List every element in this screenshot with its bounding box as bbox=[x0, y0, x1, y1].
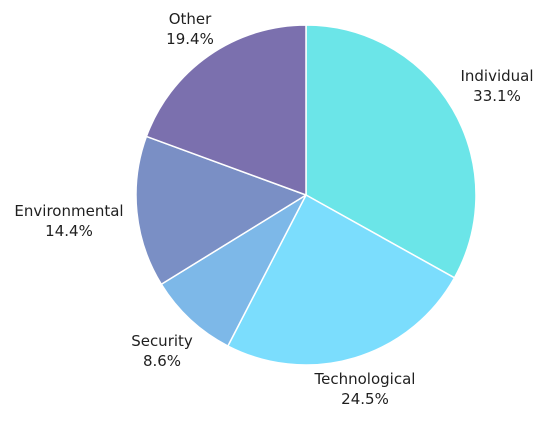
pie-slice-individual bbox=[305, 24, 477, 279]
slice-label-technological: Technological 24.5% bbox=[300, 369, 430, 409]
slice-percent-environmental: 14.4% bbox=[45, 222, 93, 240]
slice-label-individual: Individual 33.1% bbox=[447, 66, 547, 106]
slice-label-environmental: Environmental 14.4% bbox=[6, 201, 132, 241]
slice-label-security: Security 8.6% bbox=[122, 331, 202, 371]
slice-name-security: Security bbox=[131, 332, 193, 350]
pie-slice-other bbox=[145, 24, 307, 196]
slice-name-technological: Technological bbox=[314, 370, 416, 388]
slice-name-environmental: Environmental bbox=[14, 202, 124, 220]
pie-slice-security bbox=[160, 194, 307, 347]
slice-percent-individual: 33.1% bbox=[473, 87, 521, 105]
slice-name-individual: Individual bbox=[460, 67, 534, 85]
slice-label-other: Other 19.4% bbox=[140, 9, 240, 49]
slice-percent-security: 8.6% bbox=[142, 352, 182, 370]
slice-name-other: Other bbox=[168, 10, 212, 28]
slice-percent-other: 19.4% bbox=[166, 30, 214, 48]
pie-slice-environmental bbox=[135, 135, 307, 286]
slice-percent-technological: 24.5% bbox=[341, 390, 389, 408]
